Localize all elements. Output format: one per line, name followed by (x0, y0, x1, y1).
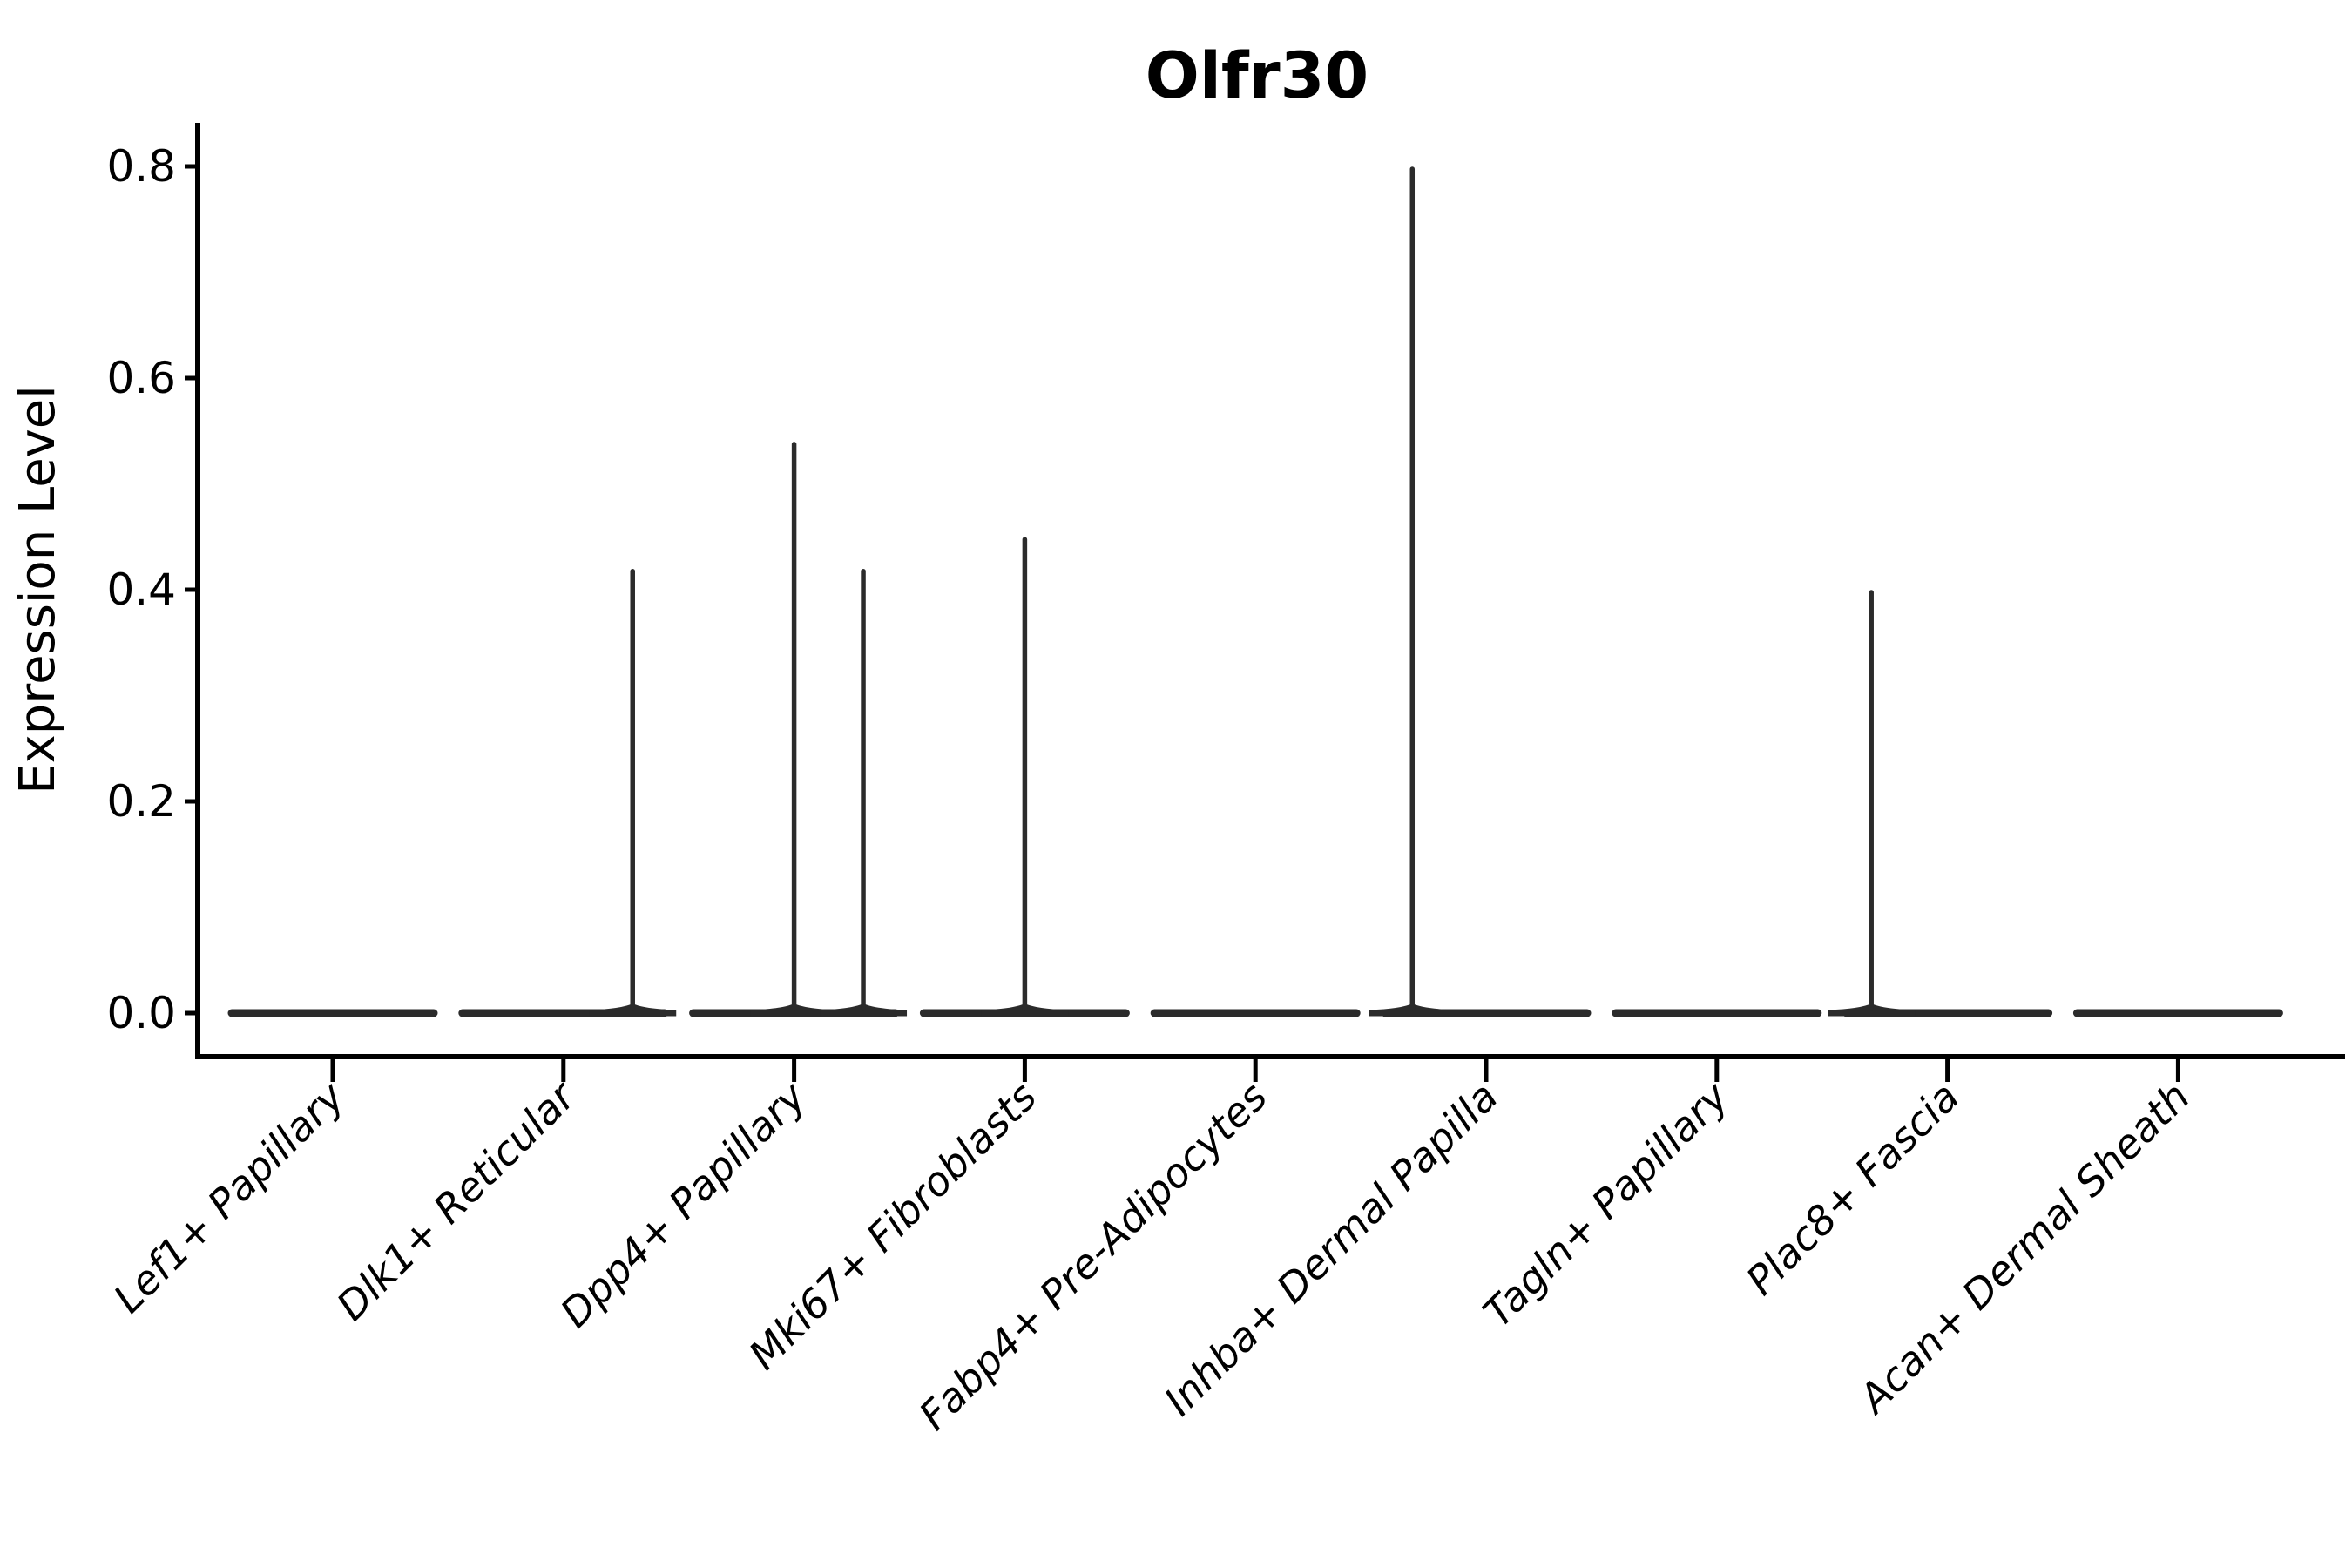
x-tick-label: Dpp4+ Papillary (551, 1072, 815, 1336)
y-tick-label: 0.8 (106, 141, 176, 192)
x-tick-label: Plac8+ Fascia (1737, 1073, 1968, 1304)
x-tick-label: Dlk1+ Reticular (328, 1071, 586, 1329)
chart-title: Olfr30 (1146, 39, 1369, 113)
y-tick-label: 0.2 (106, 776, 176, 827)
violins (227, 166, 2283, 1017)
y-tick-label: 0.6 (106, 353, 176, 403)
x-tick-label: Tagln+ Papillary (1474, 1072, 1738, 1336)
y-tick-label: 0.0 (106, 988, 176, 1038)
y-axis-label: Expression Level (10, 385, 66, 794)
x-tick-label: Lef1+ Papillary (105, 1072, 354, 1321)
y-tick-label: 0.4 (106, 564, 176, 615)
